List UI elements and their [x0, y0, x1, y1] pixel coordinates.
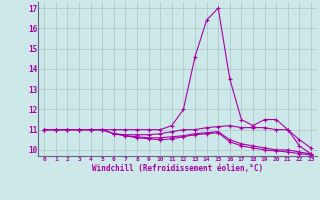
X-axis label: Windchill (Refroidissement éolien,°C): Windchill (Refroidissement éolien,°C)	[92, 164, 263, 173]
